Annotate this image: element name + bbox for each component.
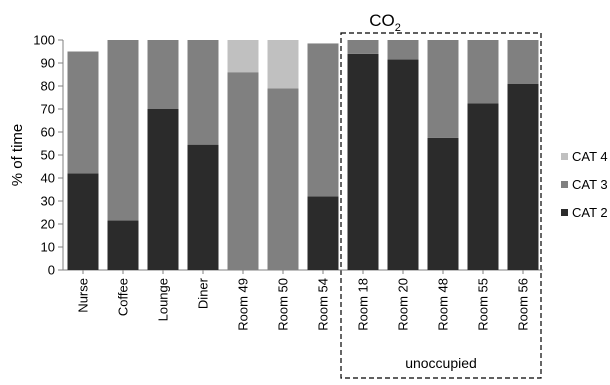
chart-title-subscript: 2 xyxy=(395,22,401,34)
unoccupied-dashed-box xyxy=(340,32,542,379)
y-tick-label: 40 xyxy=(41,171,55,186)
bar-segment-cat-2-room-20 xyxy=(387,59,419,270)
legend-label-cat-3: CAT 3 xyxy=(572,177,608,192)
bar-segment-cat-4-room-50 xyxy=(267,40,299,89)
bar-segment-cat-3-room-20 xyxy=(387,40,419,60)
bar-segment-cat-2-room-55 xyxy=(467,103,499,270)
legend-label-cat-2: CAT 2 xyxy=(572,205,608,220)
y-tick-label: 20 xyxy=(41,217,55,232)
y-tick-label: 60 xyxy=(41,125,55,140)
x-tick-label-lounge: Lounge xyxy=(156,278,171,321)
x-axis-tick-labels: Nurse Coffee Lounge Diner Room 49 Room 50 Room… xyxy=(76,270,531,331)
bar-segment-cat-3-nurse xyxy=(67,51,99,174)
y-tick-label: 0 xyxy=(48,263,55,278)
x-tick-label-room-55: Room 55 xyxy=(476,278,491,331)
x-tick-label-room-20: Room 20 xyxy=(396,278,411,331)
bar-segment-cat-3-lounge xyxy=(147,40,179,109)
legend-swatch-cat-4 xyxy=(561,153,568,160)
bar-segment-cat-3-room-50 xyxy=(267,88,299,270)
bar-segment-cat-2-nurse xyxy=(67,173,99,270)
bar-segment-cat-4-room-49 xyxy=(227,40,259,73)
x-tick-label-room-49: Room 49 xyxy=(236,278,251,331)
y-tick-label: 50 xyxy=(41,148,55,163)
y-tick-label: 10 xyxy=(41,240,55,255)
legend-label-cat-4: CAT 4 xyxy=(572,149,608,164)
bar-segment-cat-2-room-18 xyxy=(347,53,379,270)
legend-swatch-cat-3 xyxy=(561,181,568,188)
bar-segment-cat-2-room-54 xyxy=(307,196,339,270)
bar-segment-cat-2-lounge xyxy=(147,109,179,270)
bar-segment-cat-2-room-48 xyxy=(427,137,459,270)
y-tick-label: 30 xyxy=(41,194,55,209)
y-tick-label: 100 xyxy=(33,33,55,48)
bar-segment-cat-3-room-49 xyxy=(227,72,259,270)
bar-segment-cat-3-room-56 xyxy=(507,40,539,84)
x-tick-label-room-18: Room 18 xyxy=(356,278,371,331)
x-tick-label-room-50: Room 50 xyxy=(276,278,291,331)
y-tick-label: 70 xyxy=(41,102,55,117)
bar-segment-cat-3-room-54 xyxy=(307,43,339,197)
bar-segment-cat-3-room-18 xyxy=(347,40,379,54)
bar-segment-cat-3-coffee xyxy=(107,40,139,221)
x-tick-label-diner: Diner xyxy=(196,277,211,309)
legend-swatch-cat-2 xyxy=(561,209,568,216)
y-tick-label: 80 xyxy=(41,79,55,94)
y-tick-label: 90 xyxy=(41,56,55,71)
unoccupied-label: unoccupied xyxy=(405,355,477,371)
y-axis-label: % of time xyxy=(9,124,26,187)
y-axis: 0 10 20 30 40 50 60 70 80 90 100 xyxy=(33,33,543,278)
x-tick-label-room-54: Room 54 xyxy=(316,278,331,331)
unoccupied-annotation: unoccupied xyxy=(340,32,542,379)
x-tick-label-room-56: Room 56 xyxy=(516,278,531,331)
x-tick-label-room-48: Room 48 xyxy=(436,278,451,331)
bar-segment-cat-3-room-55 xyxy=(467,40,499,104)
chart-title-main: CO xyxy=(369,11,395,30)
bar-segment-cat-3-room-48 xyxy=(427,40,459,138)
bar-segment-cat-2-diner xyxy=(187,144,219,270)
bar-segment-cat-2-room-56 xyxy=(507,83,539,270)
x-tick-label-nurse: Nurse xyxy=(76,278,91,313)
x-tick-label-coffee: Coffee xyxy=(116,278,131,316)
bars xyxy=(67,40,539,270)
chart-title: CO2 xyxy=(369,11,401,34)
bar-segment-cat-2-coffee xyxy=(107,220,139,270)
legend: CAT 4 CAT 3 CAT 2 xyxy=(561,149,608,220)
bar-segment-cat-3-diner xyxy=(187,40,219,145)
